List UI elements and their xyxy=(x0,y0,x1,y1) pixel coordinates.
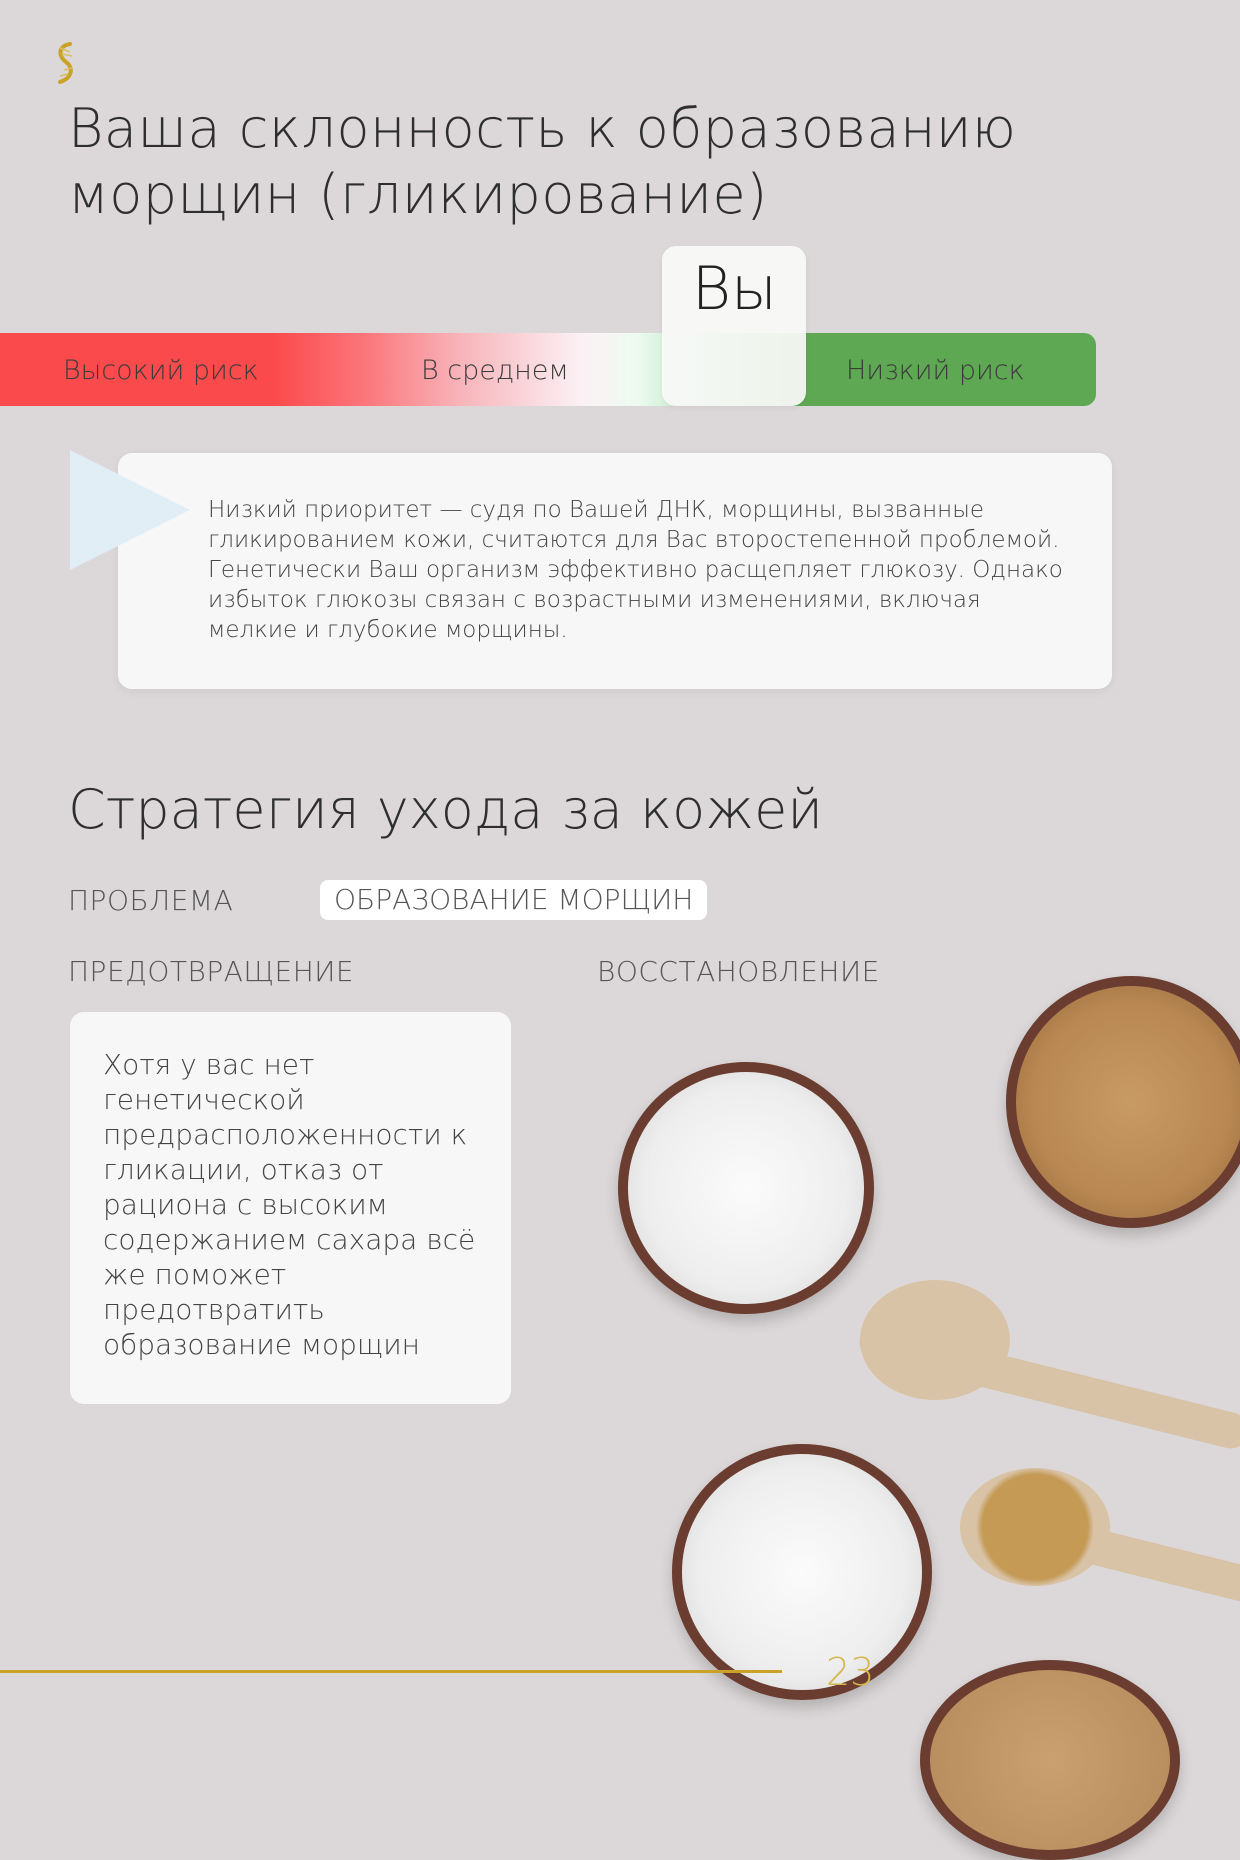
problem-value: ОБРАЗОВАНИЕ МОРЩИН xyxy=(320,880,708,920)
you-marker-label: Вы xyxy=(691,254,777,324)
white-sugar-spoon xyxy=(860,1280,1010,1400)
strategy-heading: Стратегия ухода за кожей xyxy=(68,778,823,841)
brown-sugar-bowl xyxy=(1006,976,1240,1228)
problem-label: ПРОБЛЕМА xyxy=(68,884,234,917)
white-sugar-bowl xyxy=(672,1444,932,1700)
footer-line xyxy=(0,1670,782,1673)
brown-sugar-bowl xyxy=(920,1660,1180,1860)
prevention-text: Хотя у вас нет генетической предрасполож… xyxy=(103,1048,476,1361)
risk-label-low: Низкий риск xyxy=(846,355,1025,386)
recovery-label: ВОССТАНОВЛЕНИЕ xyxy=(597,955,880,988)
play-triangle-icon xyxy=(70,450,190,570)
info-card: Низкий приоритет — судя по Вашей ДНК, мо… xyxy=(118,453,1112,689)
risk-label-average: В среднем xyxy=(421,355,569,386)
dna-helix-logo-icon xyxy=(58,42,73,84)
page-number: 23 xyxy=(826,1650,875,1694)
brown-sugar-spoon xyxy=(960,1468,1110,1586)
you-marker: Вы xyxy=(662,246,807,406)
sugar-bowls-photo xyxy=(560,940,1240,1860)
risk-scale-bar: Высокий риск В среднем Низкий риск xyxy=(0,333,1096,406)
page-title: Ваша склонность к образованию морщин (гл… xyxy=(68,97,1017,226)
prevention-card: Хотя у вас нет генетической предрасполож… xyxy=(70,1012,511,1404)
info-text: Низкий приоритет — судя по Вашей ДНК, мо… xyxy=(208,497,1063,643)
white-sugar-bowl xyxy=(618,1062,874,1314)
prevention-label: ПРЕДОТВРАЩЕНИЕ xyxy=(68,955,355,988)
risk-label-high: Высокий риск xyxy=(63,355,259,386)
